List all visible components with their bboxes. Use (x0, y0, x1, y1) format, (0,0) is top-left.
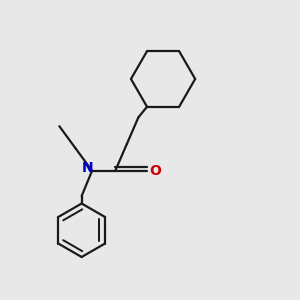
Text: O: O (149, 164, 161, 178)
Text: N: N (82, 161, 93, 175)
